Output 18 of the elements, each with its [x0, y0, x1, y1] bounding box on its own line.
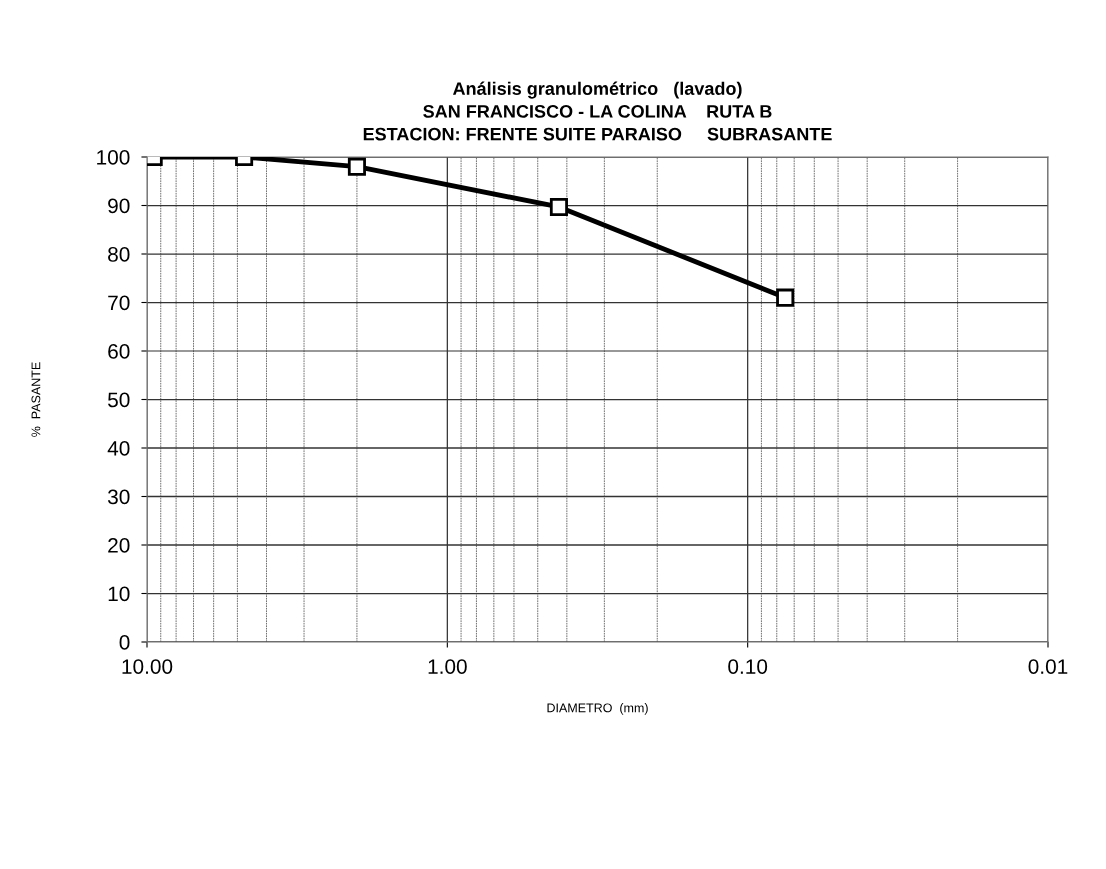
x-tick-label: 0.10: [728, 659, 768, 674]
x-axis-title: DIAMETRO (mm): [547, 703, 648, 715]
y-axis-title: % PASANTE: [31, 362, 41, 437]
y-tick-label: 10: [108, 586, 130, 602]
y-tick-label: 20: [108, 538, 130, 553]
y-tick-label: 30: [107, 489, 130, 505]
x-tick-label: 1.00: [428, 659, 467, 674]
y-tick-label: 40: [107, 441, 130, 456]
y-tick-label: 50: [108, 392, 130, 408]
y-tick-label: 60: [108, 344, 130, 359]
y-tick-label: 80: [108, 247, 130, 262]
y-tick-label: 70: [108, 295, 130, 311]
x-tick-label: 0.01: [1028, 659, 1068, 674]
chart-title: Análisis granulométrico (lavado) SAN FRANCISCO - LA COLINA RUTA B ESTACION: FRENTE SUITE PARAISO SUBRASANTE: [363, 81, 832, 141]
y-tick-label: 100: [97, 150, 130, 165]
x-tick-label: 10.00: [122, 659, 173, 674]
y-tick-label: 90: [108, 198, 130, 214]
y-tick-label: 0: [119, 635, 130, 650]
